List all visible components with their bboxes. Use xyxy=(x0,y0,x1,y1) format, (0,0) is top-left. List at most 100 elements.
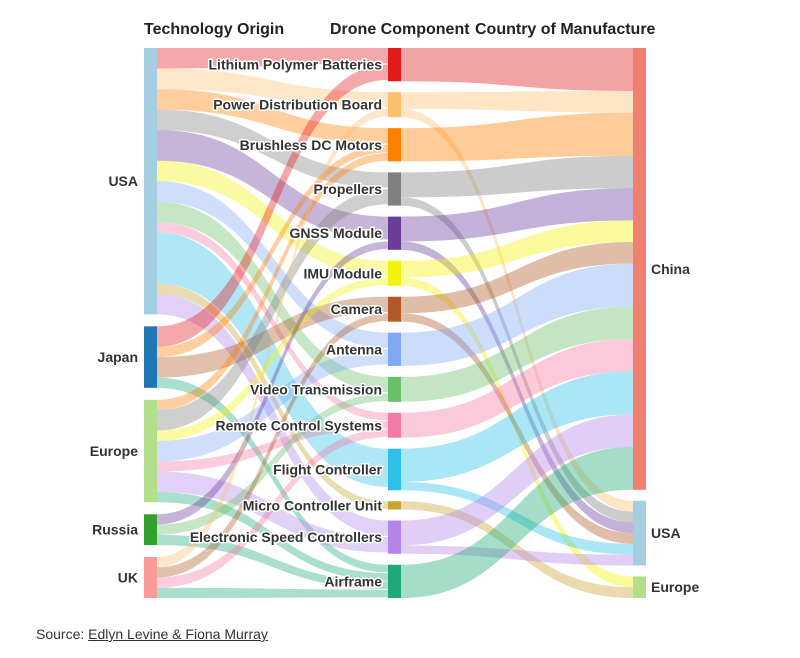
link-uk-to-remote-control-systems[interactable] xyxy=(157,429,388,588)
link-russia-to-gnss-module[interactable] xyxy=(157,241,388,525)
component-label-camera: Camera xyxy=(331,301,383,317)
component-node-propellers[interactable] xyxy=(388,172,401,206)
origin-label-europe: Europe xyxy=(90,443,138,459)
link-europe-to-propellers[interactable] xyxy=(157,188,388,431)
link-europe-to-brushless-dc-motors[interactable] xyxy=(157,153,388,411)
component-node-flight-controller[interactable] xyxy=(388,448,401,491)
link-brushless-dc-motors-to-china[interactable] xyxy=(401,112,633,162)
component-label-imu-module: IMU Module xyxy=(303,265,382,281)
component-node-camera[interactable] xyxy=(388,296,401,322)
link-camera-to-china[interactable] xyxy=(401,241,633,314)
country-label-china: China xyxy=(651,261,690,277)
link-usa-to-flight-controller[interactable] xyxy=(157,232,388,487)
link-propellers-to-china[interactable] xyxy=(401,155,633,198)
column-headers: Technology Origin Drone Component Country … xyxy=(144,21,656,38)
link-micro-controller-unit-to-europe[interactable] xyxy=(401,501,633,598)
link-japan-to-camera[interactable] xyxy=(157,296,388,378)
link-imu-module-to-europe[interactable] xyxy=(401,277,633,588)
component-label-propellers: Propellers xyxy=(314,181,383,197)
sankey-chart: USA Japan Europe Russia UK Lithium Polymer Ba… xyxy=(88,21,701,598)
link-usa-to-lithium-polymer-batteries[interactable] xyxy=(157,48,388,69)
link-usa-to-video-transmission[interactable] xyxy=(157,201,388,393)
component-node-antenna[interactable] xyxy=(388,332,401,366)
origin-label-uk: UK xyxy=(118,570,138,586)
country-node-usa[interactable] xyxy=(633,500,646,566)
component-node-lithium-polymer-batteries[interactable] xyxy=(388,48,401,82)
sankey-labels: USA Japan Europe Russia UK Lithium Polymer Ba… xyxy=(88,55,701,597)
link-usa-to-remote-control-systems[interactable] xyxy=(157,222,388,421)
origin-label-usa: USA xyxy=(108,173,138,189)
origin-component-links xyxy=(157,48,388,598)
component-node-airframe[interactable] xyxy=(388,564,401,598)
component-label-airframe: Airframe xyxy=(324,573,382,589)
link-imu-module-to-china[interactable] xyxy=(401,220,633,278)
link-usa-to-gnss-module[interactable] xyxy=(157,129,388,240)
origin-node-russia[interactable] xyxy=(144,514,157,546)
link-flight-controller-to-usa[interactable] xyxy=(401,481,633,555)
link-usa-to-micro-controller-unit[interactable] xyxy=(157,283,388,509)
link-russia-to-video-transmission[interactable] xyxy=(157,393,388,535)
link-camera-to-usa[interactable] xyxy=(401,313,633,544)
link-gnss-module-to-china[interactable] xyxy=(401,188,633,242)
origin-node-uk[interactable] xyxy=(144,557,157,598)
link-gnss-module-to-usa[interactable] xyxy=(401,241,633,534)
component-label-lithium-polymer-batteries: Lithium Polymer Batteries xyxy=(209,57,383,73)
link-usa-to-power-distribution-board[interactable] xyxy=(157,68,388,108)
link-russia-to-airframe[interactable] xyxy=(157,534,388,590)
component-label-video-transmission: Video Transmission xyxy=(250,381,382,397)
component-label-micro-controller-unit: Micro Controller Unit xyxy=(243,497,383,513)
link-antenna-to-china[interactable] xyxy=(401,263,633,366)
link-usa-to-electronic-speed-controllers[interactable] xyxy=(157,293,388,536)
link-europe-to-airframe[interactable] xyxy=(157,492,388,581)
technology-origin-header: Technology Origin xyxy=(144,21,284,38)
link-power-distribution-board-to-china[interactable] xyxy=(401,91,633,113)
link-usa-to-imu-module[interactable] xyxy=(157,160,388,277)
link-lithium-polymer-batteries-to-china[interactable] xyxy=(401,48,633,92)
component-label-electronic-speed-controllers: Electronic Speed Controllers xyxy=(190,529,382,545)
drone-component-header: Drone Component xyxy=(330,21,470,38)
link-uk-to-camera[interactable] xyxy=(157,313,388,578)
link-flight-controller-to-china[interactable] xyxy=(401,371,633,482)
origin-node-usa[interactable] xyxy=(144,48,157,315)
link-remote-control-systems-to-china[interactable] xyxy=(401,338,633,438)
component-node-brushless-dc-motors[interactable] xyxy=(388,128,401,162)
component-label-antenna: Antenna xyxy=(326,341,382,357)
origin-node-japan[interactable] xyxy=(144,326,157,388)
country-of-manufacture-header: Country of Manufacture xyxy=(475,21,656,38)
country-node-china[interactable] xyxy=(633,48,646,490)
component-label-flight-controller: Flight Controller xyxy=(273,461,382,477)
source-link[interactable]: Edlyn Levine & Fiona Murray xyxy=(88,626,268,642)
link-airframe-to-china[interactable] xyxy=(401,446,633,598)
link-video-transmission-to-china[interactable] xyxy=(401,306,633,402)
link-usa-to-brushless-dc-motors[interactable] xyxy=(157,88,388,144)
link-japan-to-airframe[interactable] xyxy=(157,377,388,573)
link-japan-to-lithium-polymer-batteries[interactable] xyxy=(157,64,388,347)
country-label-usa: USA xyxy=(651,525,681,541)
country-label-europe: Europe xyxy=(651,579,699,595)
link-japan-to-brushless-dc-motors[interactable] xyxy=(157,144,388,358)
component-node-video-transmission[interactable] xyxy=(388,376,401,402)
component-node-electronic-speed-controllers[interactable] xyxy=(388,520,401,554)
link-electronic-speed-controllers-to-china[interactable] xyxy=(401,414,633,546)
link-propellers-to-usa[interactable] xyxy=(401,197,633,523)
component-node-remote-control-systems[interactable] xyxy=(388,412,401,438)
link-usa-to-propellers[interactable] xyxy=(157,109,388,188)
link-europe-to-electronic-speed-controllers[interactable] xyxy=(157,471,388,553)
link-electronic-speed-controllers-to-usa[interactable] xyxy=(401,545,633,566)
component-node-imu-module[interactable] xyxy=(388,260,401,286)
link-uk-to-power-distribution-board[interactable] xyxy=(157,108,388,568)
origin-label-japan: Japan xyxy=(98,349,138,365)
component-label-gnss-module: GNSS Module xyxy=(289,225,382,241)
component-node-gnss-module[interactable] xyxy=(388,216,401,250)
link-europe-to-antenna[interactable] xyxy=(157,349,388,462)
origin-node-europe[interactable] xyxy=(144,399,157,503)
link-europe-to-imu-module[interactable] xyxy=(157,277,388,441)
link-europe-to-remote-control-systems[interactable] xyxy=(157,421,388,472)
component-node-power-distribution-board[interactable] xyxy=(388,92,401,118)
component-node-micro-controller-unit[interactable] xyxy=(388,501,401,510)
country-node-europe[interactable] xyxy=(633,576,646,598)
origin-label-russia: Russia xyxy=(92,522,138,538)
link-usa-to-antenna[interactable] xyxy=(157,181,388,348)
link-power-distribution-board-to-usa[interactable] xyxy=(401,108,633,512)
link-uk-to-airframe[interactable] xyxy=(157,587,388,598)
